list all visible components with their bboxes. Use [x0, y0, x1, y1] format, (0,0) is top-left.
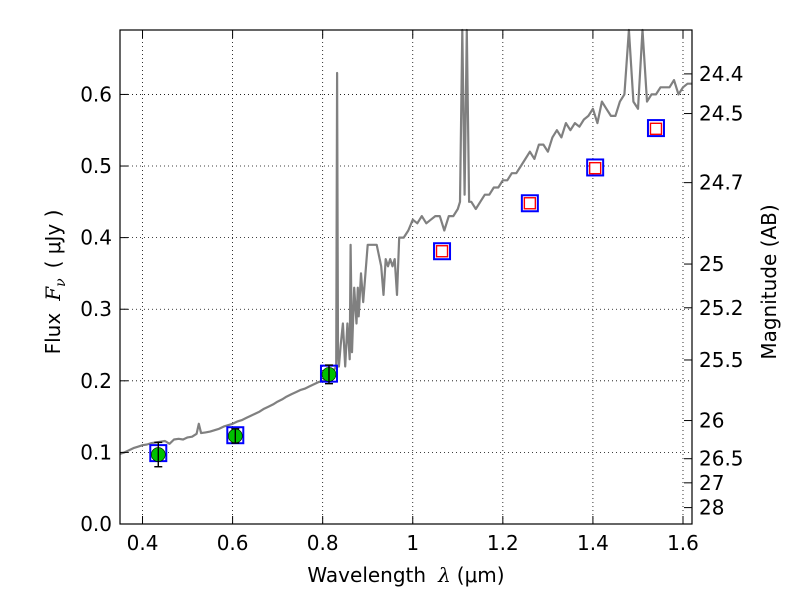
x-tick-label: 0.8 — [307, 531, 339, 555]
y-tick-label: 0.2 — [80, 369, 112, 393]
y-tick-label: 0.3 — [80, 297, 112, 321]
marker-layer — [149, 119, 665, 468]
x-tick-label: 1.6 — [667, 531, 699, 555]
y-axis-label-unit: ( μJy ) — [41, 210, 65, 269]
model-spectrum-layer — [119, 28, 692, 455]
model-photometry-square — [586, 158, 605, 177]
x-tick-label: 1.2 — [487, 531, 519, 555]
y2-tick-label: 24.5 — [699, 102, 744, 126]
y2-tick-label: 24.4 — [699, 62, 744, 86]
y-tick-label: 0.5 — [80, 154, 112, 178]
y2-tick-label: 26 — [699, 409, 724, 433]
model-spectrum-line — [119, 28, 692, 455]
plot-frame — [119, 29, 693, 525]
y2-tick-label: 26.5 — [699, 447, 744, 471]
y-axis-label-symbol: F — [41, 286, 65, 302]
y2-tick-label: 28 — [699, 496, 724, 520]
x-tick-label: 1 — [406, 531, 419, 555]
y2-axis-label: Magnitude (AB) — [757, 204, 781, 359]
y-axis-label-prefix: Flux — [41, 313, 65, 355]
x-axis-label: Wavelength λ (μm) — [307, 563, 504, 587]
y-tick-label: 0.0 — [80, 512, 112, 536]
y2-tick-label: 25.2 — [699, 296, 744, 320]
predicted-point — [435, 245, 449, 258]
x-axis-label-symbol: λ — [437, 563, 451, 587]
predicted-point — [588, 161, 602, 175]
tick-layer: 0.4 0.6 0.8 1 1.2 1.4 1.6 0.0 0.1 0.2 0.3 0.4 0.5 0.6… — [80, 30, 744, 555]
grid — [120, 30, 692, 525]
x-tick-label: 1.4 — [577, 531, 609, 555]
y-axis-label: Flux Fν ( μJy ) — [41, 210, 69, 355]
y-axis-label-subscript: ν — [53, 278, 69, 287]
x-tick-label: 0.6 — [217, 531, 249, 555]
x-axis-label-unit: (μm) — [457, 563, 505, 587]
y-tick-label: 0.1 — [80, 440, 112, 464]
model-photometry-square — [433, 242, 452, 261]
predicted-point — [649, 122, 663, 136]
y2-tick-label: 27 — [699, 471, 724, 495]
y2-tick-label: 24.7 — [699, 171, 744, 195]
y2-tick-label: 25 — [699, 252, 724, 276]
model-photometry-square — [520, 194, 539, 213]
y-tick-label: 0.4 — [80, 226, 112, 250]
y-tick-label: 0.6 — [80, 82, 112, 106]
predicted-point — [523, 197, 537, 210]
x-tick-label: 0.4 — [127, 531, 159, 555]
model-photometry-square — [646, 119, 665, 138]
y2-tick-label: 25.5 — [699, 348, 744, 372]
x-axis-label-prefix: Wavelength — [307, 563, 426, 587]
